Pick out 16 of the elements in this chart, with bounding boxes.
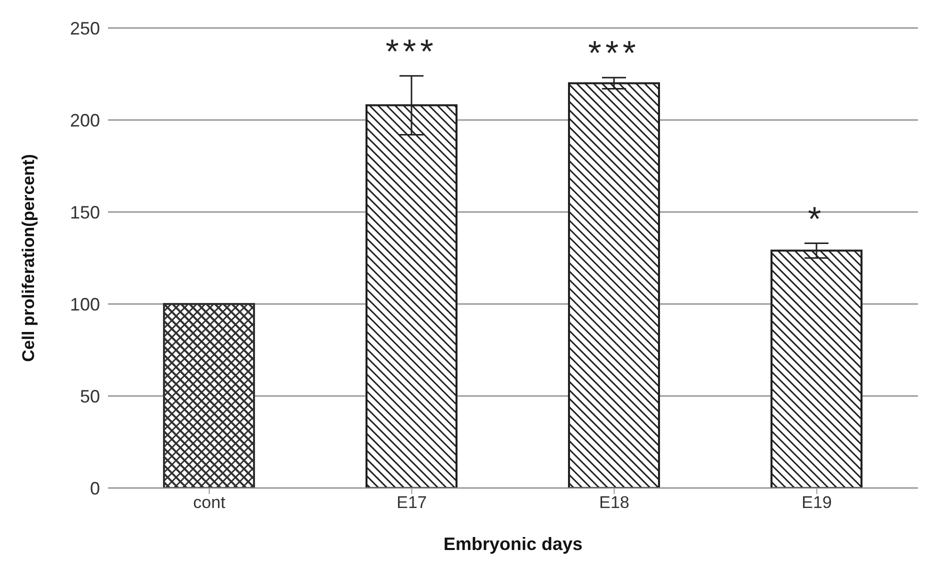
data-label: * [808, 200, 826, 238]
y-tick-label: 0 [90, 478, 100, 498]
y-tick-label: 200 [70, 110, 100, 130]
y-axis-title: Cell proliferation(percent) [19, 154, 38, 362]
bar [163, 303, 255, 488]
y-tick-label: 100 [70, 294, 100, 314]
y-tick-label: 250 [70, 18, 100, 38]
y-tick-label: 150 [70, 202, 100, 222]
x-tick-label: cont [193, 493, 226, 512]
x-axis-title: Embryonic days [443, 534, 583, 554]
x-tick-label: E17 [396, 493, 427, 512]
data-label: *** [386, 32, 438, 71]
y-tick-label: 50 [80, 386, 100, 406]
x-tick-label: E18 [599, 493, 630, 512]
x-tick-label: E19 [802, 493, 832, 512]
data-label: *** [588, 34, 640, 73]
